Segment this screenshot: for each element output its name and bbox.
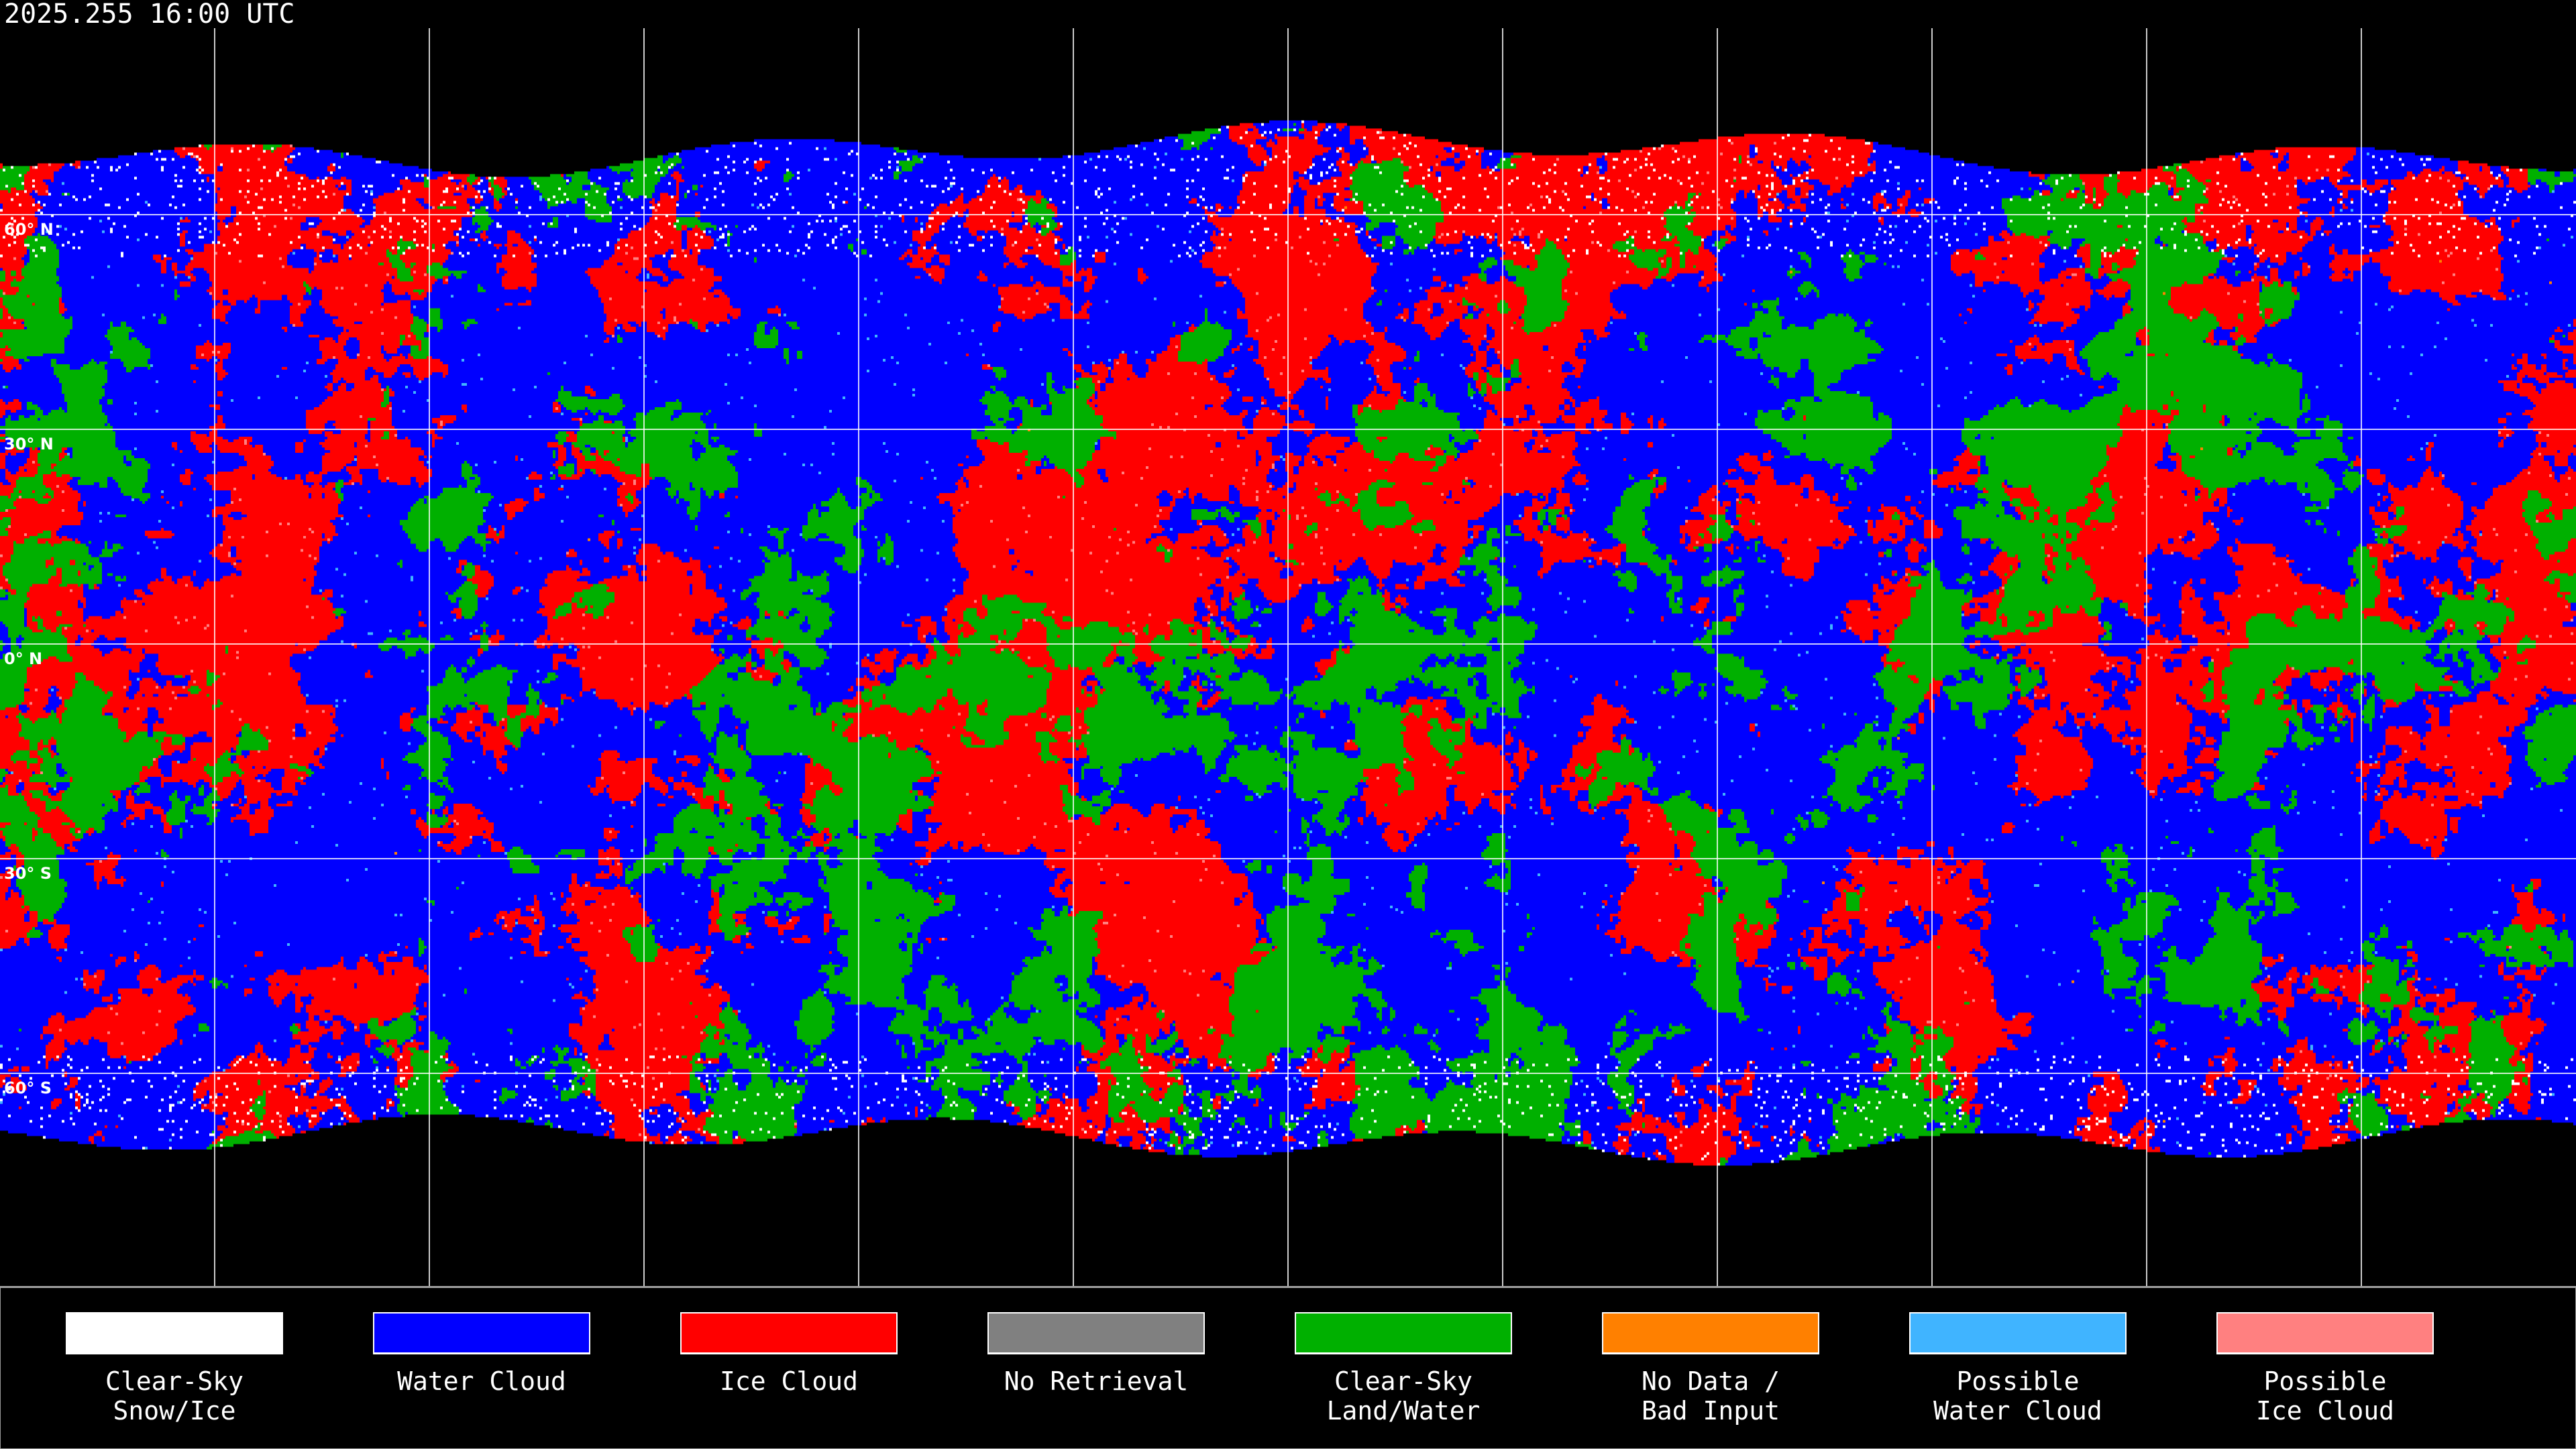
legend-label: Ice Cloud <box>720 1366 858 1396</box>
legend-item-clear-sky-land-water: Clear-Sky Land/Water <box>1295 1312 1512 1426</box>
legend-swatch <box>66 1312 283 1354</box>
legend-swatch <box>1602 1312 1819 1354</box>
lat-label-60n: 60° N <box>4 220 54 239</box>
timestamp-label: 2025.255 16:00 UTC <box>4 0 295 30</box>
lat-label-60s: 60° S <box>4 1079 52 1097</box>
lat-lon-grid <box>0 28 2576 1286</box>
legend-item-possible-ice-cloud: Possible Ice Cloud <box>2216 1312 2434 1426</box>
cloud-phase-map: 2025.255 16:00 UTC 60° N 30° N 0° N 30° … <box>0 0 2576 1288</box>
legend-item-possible-water-cloud: Possible Water Cloud <box>1909 1312 2127 1426</box>
legend-swatch <box>2216 1312 2434 1354</box>
legend-swatch <box>987 1312 1205 1354</box>
legend-swatch <box>1295 1312 1512 1354</box>
legend-label: Water Cloud <box>397 1366 566 1396</box>
legend-swatch <box>680 1312 898 1354</box>
lat-label-0n: 0° N <box>4 649 43 668</box>
legend-swatch <box>373 1312 590 1354</box>
legend-label: Possible Ice Cloud <box>2256 1366 2394 1426</box>
legend-item-water-cloud: Water Cloud <box>373 1312 590 1396</box>
legend-item-ice-cloud: Ice Cloud <box>680 1312 898 1396</box>
legend-item-clear-sky-snow-ice: Clear-Sky Snow/Ice <box>66 1312 283 1426</box>
legend-swatch <box>1909 1312 2127 1354</box>
lat-label-30n: 30° N <box>4 435 54 453</box>
legend-item-no-retrieval: No Retrieval <box>987 1312 1205 1396</box>
lat-label-30s: 30° S <box>4 864 52 883</box>
legend-label: No Retrieval <box>1004 1366 1189 1396</box>
legend-label: Possible Water Cloud <box>1933 1366 2102 1426</box>
legend-label: Clear-Sky Land/Water <box>1326 1366 1481 1426</box>
legend-item-no-data-bad-input: No Data / Bad Input <box>1602 1312 1819 1426</box>
legend-label: Clear-Sky Snow/Ice <box>105 1366 244 1426</box>
legend-label: No Data / Bad Input <box>1642 1366 1780 1426</box>
